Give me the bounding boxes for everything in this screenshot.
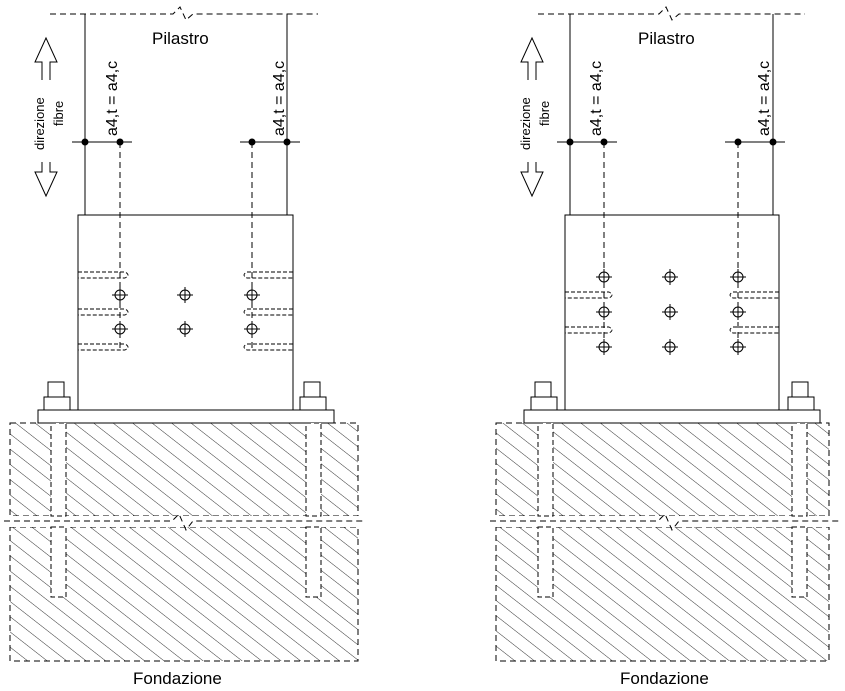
fiber-direction-arrow [520, 36, 544, 198]
dimension-lines [557, 138, 785, 146]
anchor-nut-left [530, 381, 558, 411]
fastener [596, 339, 612, 355]
fastener [596, 304, 612, 320]
fastener [112, 287, 128, 303]
fastener [662, 269, 678, 285]
column-break-line [538, 6, 805, 21]
edge-distance-label-left: a4,t = a4,c [588, 61, 605, 136]
fasteners [112, 287, 260, 337]
detail-left: Pilastro direzione fibre a4,t = a4,c a4,… [0, 6, 370, 688]
edge-distance-label-right: a4,t = a4,c [271, 61, 288, 136]
edge-distance-label-left: a4,t = a4,c [104, 61, 121, 136]
fastener [244, 287, 260, 303]
anchor-nut-right [299, 381, 327, 411]
fastener [244, 321, 260, 337]
column-label: Pilastro [152, 29, 209, 48]
slots [565, 291, 779, 334]
steel-plate [77, 214, 294, 411]
column-label: Pilastro [638, 29, 695, 48]
fastener [112, 321, 128, 337]
fiber-direction-label-1: direzione [518, 97, 533, 150]
anchor-nut-left [43, 381, 71, 411]
base-plate [523, 409, 821, 424]
slots [78, 271, 293, 351]
base-plate [37, 409, 335, 424]
fastener [177, 321, 193, 337]
fastener [596, 269, 612, 285]
foundation-label: Fondazione [133, 669, 222, 688]
fastener [730, 339, 746, 355]
foundation-upper [9, 422, 359, 517]
fastener [662, 304, 678, 320]
fastener [177, 287, 193, 303]
anchor-bolts [537, 422, 808, 598]
fastener [662, 339, 678, 355]
fastener [730, 269, 746, 285]
fasteners [596, 269, 746, 355]
fiber-direction-arrow [34, 36, 58, 198]
dimension-lines [72, 138, 300, 146]
foundation-label: Fondazione [620, 669, 709, 688]
anchor-bolts [50, 422, 322, 598]
fiber-direction-label-1: direzione [32, 97, 47, 150]
fiber-direction-label-2: fibre [537, 101, 552, 126]
foundation-break-line [490, 513, 842, 531]
foundation-lower [9, 526, 359, 662]
foundation-break-line [4, 513, 364, 531]
detail-right: Pilastro direzione fibre a4,t = a4,c a4,… [486, 6, 845, 688]
anchor-nut-right [787, 381, 815, 411]
column-break-line [50, 6, 318, 21]
edge-distance-label-right: a4,t = a4,c [756, 61, 773, 136]
fastener [730, 304, 746, 320]
fiber-direction-label-2: fibre [51, 101, 66, 126]
